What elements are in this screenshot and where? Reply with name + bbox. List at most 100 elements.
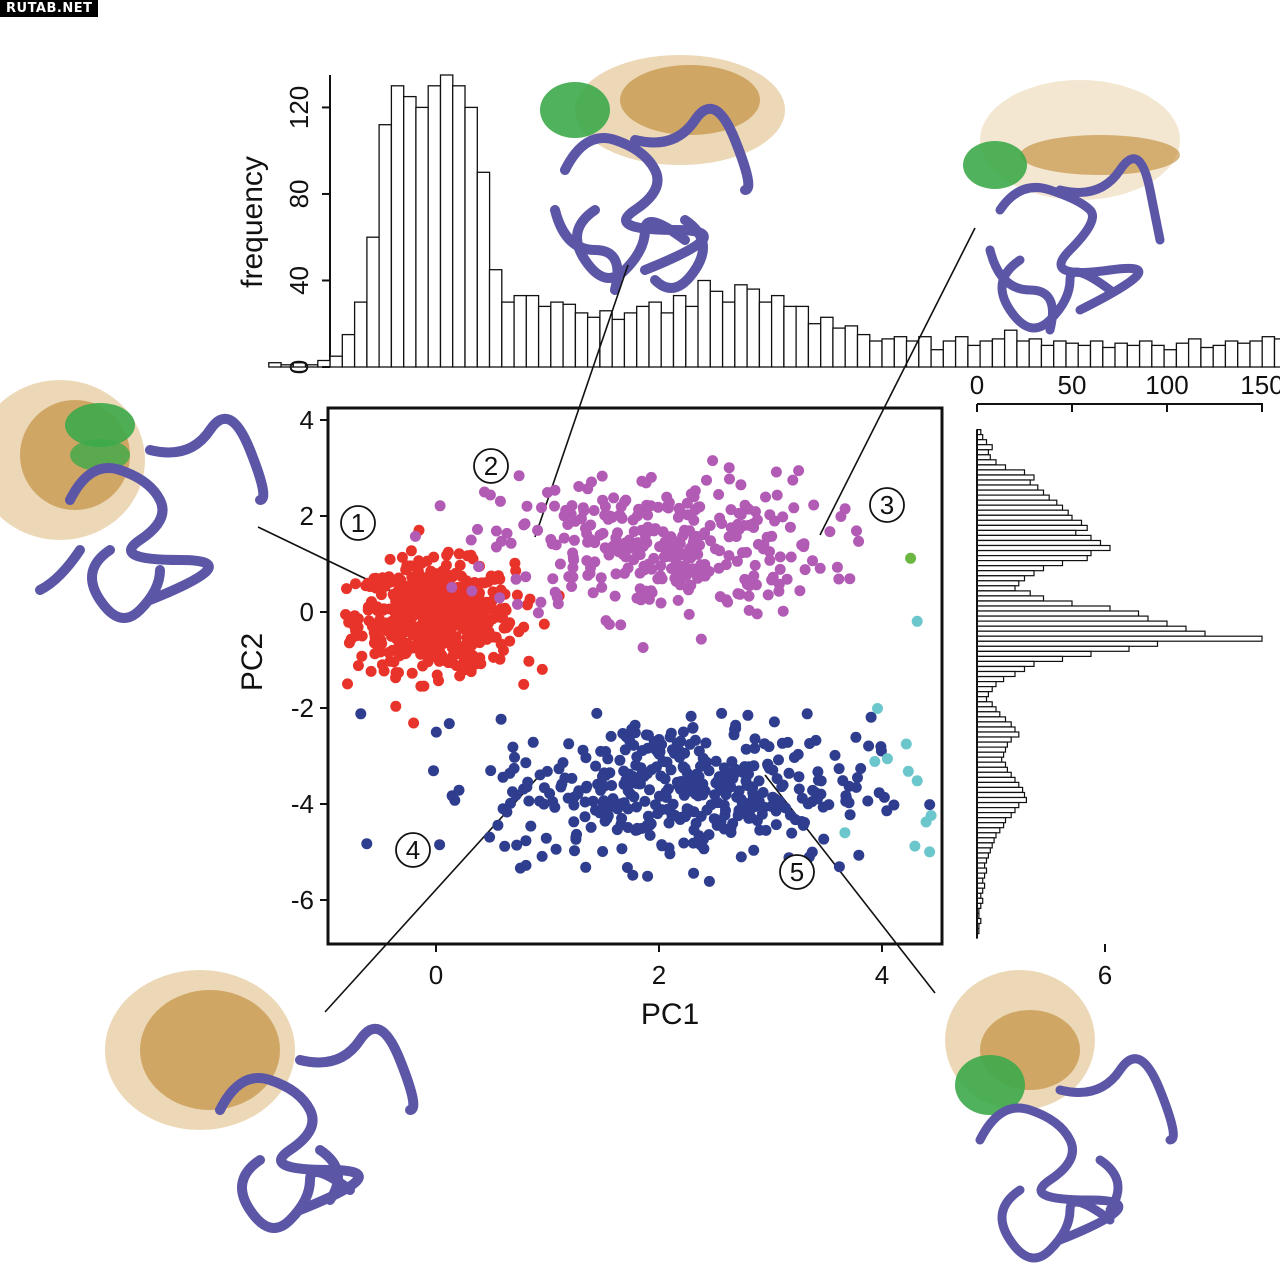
- right-histogram-bar: [976, 731, 1020, 738]
- top-histogram-bar: [1065, 342, 1079, 368]
- scatter-point: [794, 585, 806, 597]
- scatter-point: [501, 806, 513, 818]
- scatter-point: [364, 581, 376, 593]
- scatter-point: [818, 833, 830, 845]
- right-histogram-bar: [976, 585, 1016, 592]
- right-histogram-bar: [976, 620, 1168, 627]
- scatter-point: [534, 769, 546, 781]
- scatter-point: [588, 505, 600, 516]
- scatter-point: [521, 500, 533, 512]
- top-histogram-bar: [685, 305, 699, 368]
- scatter-point: [442, 637, 454, 649]
- scatter-point: [737, 547, 748, 559]
- right-histogram-bar: [976, 691, 989, 698]
- right-histogram-bar: [976, 827, 1001, 834]
- scatter-point: [757, 787, 769, 798]
- scatter-point: [565, 508, 577, 520]
- scatter-point: [622, 803, 634, 815]
- top-histogram-bar: [513, 294, 528, 368]
- right-histogram-bar: [976, 625, 1187, 632]
- scatter-point: [672, 594, 684, 606]
- scatter-point: [569, 845, 580, 857]
- scatter-point: [709, 813, 721, 825]
- scatter-point: [688, 514, 700, 526]
- right-histogram-bar: [976, 509, 1069, 516]
- scatter-point: [393, 642, 405, 654]
- scatter-point: [599, 501, 611, 512]
- scatter-point: [473, 561, 485, 573]
- scatter-point: [536, 663, 548, 675]
- top-histogram-bar: [439, 74, 454, 368]
- scatter-point: [590, 760, 602, 772]
- scatter-plot: 02468420-2-4-6 PC1 PC2: [236, 405, 1112, 1031]
- top-histogram-bar: [611, 318, 626, 368]
- right-histogram-bar: [976, 837, 995, 844]
- right-histogram-bar: [976, 857, 988, 864]
- scatter-point: [713, 489, 725, 500]
- scatter-point: [536, 502, 547, 514]
- right-histogram-bar: [976, 675, 1005, 683]
- top-histogram-bar: [1126, 344, 1141, 368]
- scatter-point: [781, 573, 793, 585]
- scatter-point: [784, 809, 796, 821]
- right-histogram-bar: [976, 796, 1028, 804]
- scatter-point: [554, 558, 566, 570]
- scatter-point: [770, 466, 782, 478]
- right-histogram-bar: [976, 655, 1064, 663]
- scatter-point: [513, 470, 525, 482]
- scatter-point: [837, 775, 849, 787]
- scatter-point: [549, 484, 561, 496]
- right-histogram-bar: [976, 570, 1035, 577]
- scatter-point: [833, 763, 845, 775]
- scatter-point: [341, 583, 352, 595]
- top-histogram-bar: [1273, 338, 1280, 368]
- right-histogram-bar: [976, 822, 1005, 829]
- top-histogram-bar: [930, 349, 945, 368]
- scatter-point: [725, 827, 737, 838]
- scatter-point: [566, 500, 578, 512]
- scatter-point: [490, 525, 502, 537]
- scatter-point: [924, 799, 936, 811]
- right-histogram-bar: [976, 459, 997, 466]
- right-histogram-bar: [976, 504, 1064, 511]
- right-histogram-bar: [976, 736, 1012, 743]
- scatter-point: [641, 499, 653, 511]
- scatter-point: [518, 678, 530, 690]
- scatter-point: [361, 838, 373, 850]
- scatter-point: [799, 564, 811, 576]
- scatter-point: [700, 737, 712, 749]
- top-histogram-bar: [1249, 340, 1263, 368]
- scatter-point: [662, 502, 674, 514]
- scatter-point: [547, 796, 559, 808]
- scatter-point: [494, 592, 506, 604]
- scatter-point: [853, 535, 865, 547]
- top-histogram-bar: [378, 124, 393, 368]
- scatter-point: [433, 675, 444, 687]
- scatter-point: [466, 585, 478, 597]
- scatter-point: [504, 635, 516, 647]
- watermark-label: RUTAB.NET: [0, 0, 99, 17]
- scatter-point: [434, 839, 446, 851]
- scatter-point: [377, 572, 388, 584]
- right-histogram-bar: [976, 549, 1092, 557]
- scatter-point: [627, 869, 639, 881]
- right-histogram-bar: [976, 771, 1012, 778]
- top-histogram-bar: [1187, 338, 1202, 368]
- top-histogram-bar: [403, 95, 417, 368]
- scatter-point: [505, 537, 517, 549]
- scatter-point: [534, 795, 546, 807]
- top-histogram-bar: [623, 312, 638, 368]
- scatter-point: [639, 795, 651, 807]
- top-histogram-bar: [697, 279, 711, 368]
- scatter-point: [575, 513, 587, 525]
- scatter-point: [703, 765, 715, 777]
- scatter-point: [703, 875, 715, 887]
- right-histogram-bar: [976, 817, 1007, 824]
- top-histogram-tick-label: 0: [284, 360, 314, 374]
- scatter-point: [807, 555, 818, 567]
- scatter-point: [520, 757, 532, 769]
- scatter-point: [831, 561, 843, 573]
- top-histogram-bar: [1028, 338, 1043, 368]
- scatter-point: [767, 791, 779, 803]
- scatter-point: [579, 811, 591, 823]
